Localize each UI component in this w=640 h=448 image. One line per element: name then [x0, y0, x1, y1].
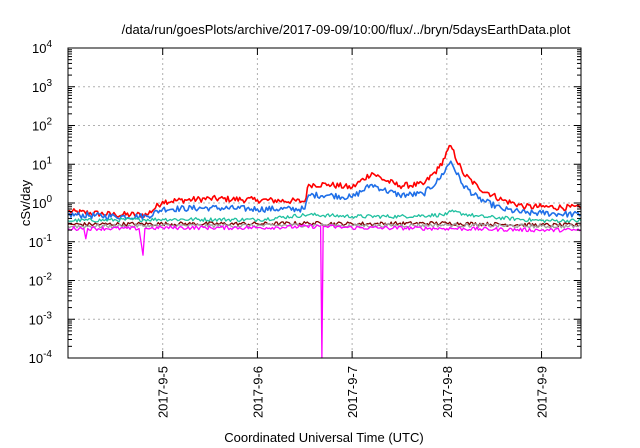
series-line	[67, 160, 582, 220]
y-tick-label: 102	[32, 117, 52, 134]
x-axis: 2017-9-5 2017-9-6 2017-9-7 2017-9-8 2017-9-9	[156, 48, 550, 418]
x-tick-label: 2017-9-8	[440, 366, 455, 418]
y-tick-label: 100	[32, 194, 52, 211]
series-line	[67, 224, 582, 359]
x-tick-label: 2017-9-7	[345, 366, 360, 418]
y-tick-label: 104	[32, 39, 52, 56]
x-tick-label: 2017-9-5	[156, 366, 171, 418]
y-tick-label: 10-4	[29, 349, 53, 366]
grid	[68, 48, 581, 358]
x-axis-label: Coordinated Universal Time (UTC)	[224, 430, 423, 445]
series-line	[67, 209, 582, 224]
y-tick-label: 10-1	[29, 233, 53, 250]
series-group	[67, 144, 582, 359]
x-tick-label: 2017-9-9	[535, 366, 550, 418]
series-line	[67, 222, 582, 229]
y-tick-label: 103	[32, 78, 52, 95]
x-tick-label: 2017-9-6	[250, 366, 265, 418]
y-axis-label: cSv/day	[18, 179, 33, 226]
y-tick-label: 10-3	[29, 310, 53, 327]
y-axis: 10-4 10-3 10-2 10-1 100 101 102 103 104	[29, 39, 581, 366]
y-tick-label: 10-2	[29, 272, 53, 289]
y-tick-label: 101	[32, 155, 52, 172]
chart-title: /data/run/goesPlots/archive/2017-09-09/1…	[122, 22, 571, 37]
series-line	[67, 144, 582, 218]
